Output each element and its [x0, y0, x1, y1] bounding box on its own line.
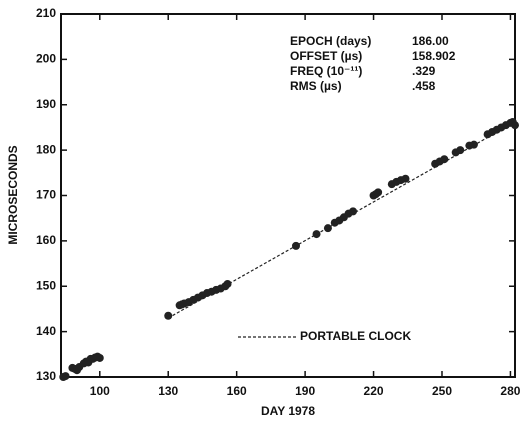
legend-label: PORTABLE CLOCK — [300, 329, 411, 343]
y-tick-label: 190 — [36, 97, 56, 111]
y-axis-title: MICROSECONDS — [6, 145, 20, 244]
x-tick-label: 190 — [295, 384, 315, 398]
y-tick-label: 210 — [36, 6, 56, 20]
data-point — [401, 174, 410, 183]
x-tick-label: 130 — [158, 384, 178, 398]
stat-value: 186.00 — [412, 34, 449, 48]
y-tick-label: 200 — [36, 52, 56, 66]
stat-label: FREQ (10⁻¹¹) — [290, 64, 362, 78]
x-tick-label: 220 — [364, 384, 384, 398]
plot-frame — [60, 13, 516, 378]
stat-value: .458 — [412, 79, 436, 93]
stat-value: .329 — [412, 64, 436, 78]
data-point — [223, 279, 232, 288]
data-point — [440, 155, 449, 164]
data-point — [469, 140, 478, 149]
x-tick-label: 280 — [500, 384, 520, 398]
y-tick-label: 150 — [36, 278, 56, 292]
x-tick-label: 160 — [227, 384, 247, 398]
stat-label: OFFSET (µs) — [290, 49, 362, 63]
data-point — [456, 146, 465, 155]
data-point — [95, 353, 104, 362]
x-axis-title: DAY 1978 — [261, 404, 315, 418]
x-tick-label: 100 — [90, 384, 110, 398]
data-point — [291, 241, 300, 250]
data-point — [374, 188, 383, 197]
y-tick-label: 180 — [36, 142, 56, 156]
data-point — [164, 311, 173, 320]
stat-label: EPOCH (days) — [290, 34, 371, 48]
data-point — [312, 230, 321, 239]
y-tick-label: 160 — [36, 233, 56, 247]
stat-value: 158.902 — [412, 49, 456, 63]
y-tick-label: 130 — [36, 369, 56, 383]
data-point — [349, 207, 358, 216]
y-tick-label: 170 — [36, 188, 56, 202]
data-point — [323, 224, 332, 233]
x-tick-label: 250 — [432, 384, 452, 398]
stat-label: RMS (µs) — [290, 79, 342, 93]
data-point — [511, 121, 519, 130]
data-point — [61, 372, 70, 381]
y-tick-label: 140 — [36, 324, 56, 338]
